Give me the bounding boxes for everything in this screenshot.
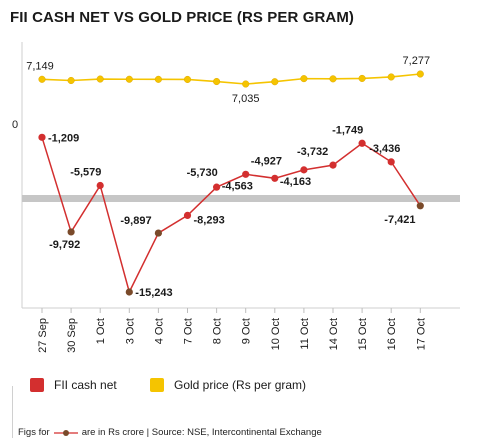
footnote: Figs for are in Rs crore | Source: NSE, …: [18, 427, 322, 438]
gold-price-line: [41, 73, 421, 85]
gold-label-13: 7,277: [403, 55, 431, 67]
gold-label-7: 7,035: [232, 93, 260, 105]
fii-label-4: -9,897: [120, 215, 151, 227]
fii-point-1: [67, 228, 75, 236]
fii-label-2: -5,579: [70, 166, 101, 178]
x-tick-label-2: 1 Oct: [95, 318, 107, 344]
x-tick-label-4: 4 Oct: [153, 318, 165, 344]
fii-point-7: [242, 170, 250, 178]
fii-label-5: -8,293: [194, 214, 225, 226]
x-tick-label-11: 15 Oct: [357, 318, 369, 350]
x-tick-label-8: 10 Oct: [270, 318, 282, 350]
fii-point-3: [125, 288, 133, 296]
legend-swatch-fii: [30, 378, 44, 392]
fii-cash-line: [41, 137, 421, 295]
fii-label-3: -15,243: [135, 287, 172, 299]
fii-label-13: -7,421: [384, 214, 415, 226]
fii-point-5: [183, 211, 192, 220]
fii-label-9: -4,163: [280, 176, 311, 188]
fii-label-0: -1,209: [48, 132, 79, 144]
x-tick-label-5: 7 Oct: [183, 318, 195, 344]
fii-point-11: [358, 139, 366, 147]
gold-point-10: [329, 75, 337, 83]
fii-point-4: [154, 229, 162, 237]
gold-point-9: [300, 75, 308, 83]
gold-point-3: [125, 75, 133, 83]
gold-point-7: [242, 80, 250, 88]
legend-item-gold: Gold price (Rs per gram): [150, 378, 306, 392]
footnote-suffix: are in Rs crore | Source: NSE, Intercont…: [81, 427, 322, 438]
x-tick-label-13: 17 Oct: [415, 318, 427, 350]
gold-point-0: [38, 75, 46, 83]
gold-point-4: [154, 75, 162, 83]
gold-label-0: 7,149: [26, 60, 54, 72]
fii-label-6: -5,730: [187, 167, 218, 179]
fii-label-1: -9,792: [49, 239, 80, 251]
x-tick-label-12: 16 Oct: [386, 318, 398, 350]
fii-label-12: -3,436: [369, 143, 400, 155]
x-tick-label-0: 27 Sep: [37, 318, 49, 353]
chart-title: FII CASH NET VS GOLD PRICE (RS PER GRAM): [10, 9, 355, 26]
gold-point-1: [67, 76, 75, 85]
legend-item-fii: FII cash net: [30, 378, 117, 392]
gold-point-8: [271, 78, 279, 86]
gold-point-6: [213, 77, 221, 86]
fii-label-8: -4,927: [251, 155, 282, 167]
y-tick-zero: 0: [12, 119, 18, 131]
reference-band: [22, 195, 460, 202]
fii-point-12: [387, 158, 395, 166]
x-tick-label-6: 8 Oct: [212, 318, 224, 344]
x-tick-label-1: 30 Sep: [66, 318, 78, 353]
legend: FII cash net Gold price (Rs per gram): [0, 378, 480, 398]
gold-point-2: [96, 75, 104, 83]
x-tick-label-10: 14 Oct: [328, 318, 340, 350]
fii-line-marker-icon: [53, 429, 78, 436]
gold-point-13: [416, 70, 424, 78]
fii-point-13: [416, 202, 424, 210]
fii-label-7: -4,563: [222, 180, 253, 192]
fii-point-10: [329, 161, 337, 169]
footnote-prefix: Figs for: [18, 427, 50, 438]
fii-point-0: [38, 133, 46, 141]
footnote-divider: [12, 386, 13, 438]
gold-point-12: [387, 73, 395, 81]
fii-point-2: [96, 181, 104, 190]
x-tick-label-7: 9 Oct: [241, 318, 253, 344]
legend-label-gold: Gold price (Rs per gram): [174, 378, 307, 392]
fii-label-10: -3,732: [297, 146, 328, 158]
fii-point-9: [300, 166, 308, 174]
fii-point-8: [271, 174, 279, 182]
fii-label-11: -1,749: [332, 124, 363, 136]
legend-swatch-gold: [150, 378, 164, 392]
x-tick-label-3: 3 Oct: [124, 318, 136, 344]
x-tick-label-9: 11 Oct: [299, 318, 311, 350]
fii-point-6: [213, 183, 221, 191]
legend-label-fii: FII cash net: [54, 378, 117, 392]
gold-point-5: [183, 75, 192, 84]
gold-point-11: [358, 74, 366, 82]
